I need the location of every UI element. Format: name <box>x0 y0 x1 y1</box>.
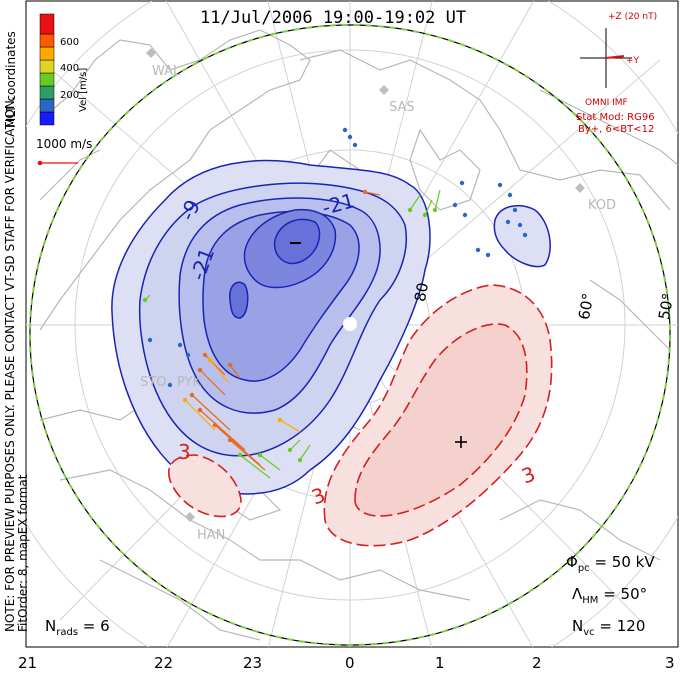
mlt-tick-22: 22 <box>154 654 174 672</box>
preview-note: NOTE: FOR PREVIEW PURPOSES ONLY. PLEASE … <box>3 96 17 632</box>
maximum-marker <box>455 436 467 448</box>
colorbar-seg-6 <box>39 46 55 61</box>
phi-symbol: Φ <box>566 553 578 571</box>
colorbar-seg-3 <box>39 85 55 100</box>
stat-mod-line1: Stat Mod: RG96 <box>576 112 655 123</box>
contour-label-pos3a: 3 <box>178 440 191 464</box>
colorbar-tick-600: 600 <box>60 37 80 48</box>
negative-cell <box>111 159 551 495</box>
site-han: HAN <box>197 528 226 543</box>
n-vc-value: 120 <box>616 617 646 635</box>
mlt-tick-0: 0 <box>345 654 355 672</box>
mlt-tick-23: 23 <box>243 654 263 672</box>
mlt-tick-1: 1 <box>435 654 445 672</box>
lambda-sub: HM <box>582 595 599 606</box>
param-n-rads: Nrads = 6 <box>45 617 110 638</box>
imf-source: OMNI IMF <box>585 98 628 108</box>
phi-pc-value: 50 kV <box>611 553 655 571</box>
site-pyk: PYK <box>177 375 202 390</box>
imf-by-label: +Y <box>626 56 640 66</box>
n-rads-value: 6 <box>100 617 110 635</box>
param-lambda-hm: ΛHM = 50° <box>572 585 648 606</box>
nvc-symbol: N <box>572 617 584 635</box>
positive-cell <box>168 284 553 547</box>
mlt-tick-2: 2 <box>532 654 542 672</box>
pole-marker <box>343 317 357 331</box>
site-kod: KOD <box>588 198 617 213</box>
colorbar-tick-400: 400 <box>60 63 80 74</box>
imf-vector <box>605 55 625 59</box>
hm-boundary-inner <box>29 24 671 646</box>
stat-mod-line2: By+, 6<BT<12 <box>578 124 655 135</box>
colorbar-seg-1 <box>39 111 55 126</box>
site-sas: SAS <box>389 100 415 115</box>
colorbar-seg-8 <box>39 13 55 35</box>
scale-vector <box>37 160 78 166</box>
nvc-sub: vc <box>583 627 595 638</box>
param-n-vc: Nvc = 120 <box>572 617 646 638</box>
colorbar-seg-2 <box>39 98 55 113</box>
velocity-vectors <box>142 127 528 479</box>
site-wal: WAL <box>152 64 181 79</box>
imf-bz-label: +Z (20 nT) <box>608 12 658 22</box>
velocity-colorbar <box>39 13 55 126</box>
page-title: 11/Jul/2006 19:00-19:02 UT <box>200 8 467 28</box>
fit-order-note: FitOrder: 8, mapEX format <box>16 474 30 632</box>
lambda-symbol: Λ <box>572 585 583 603</box>
colorbar-seg-7 <box>39 33 55 48</box>
scale-label: 1000 m/s <box>36 137 93 151</box>
site-sto: STO <box>140 375 167 390</box>
site-markers <box>145 48 585 522</box>
imf-clock <box>580 28 632 88</box>
colorbar-seg-4 <box>39 72 55 87</box>
nrads-symbol: N <box>45 617 57 635</box>
colorbar-seg-5 <box>39 59 55 74</box>
colorbar-tick-200: 200 <box>60 90 80 101</box>
mlt-tick-21: 21 <box>18 654 38 672</box>
nrads-sub: rads <box>56 627 79 638</box>
param-phi-pc: Φpc = 50 kV <box>566 553 655 574</box>
lat-label-80: 80 <box>411 281 433 304</box>
lambda-hm-value: 50° <box>620 585 648 603</box>
mlt-tick-3: 3 <box>665 654 675 672</box>
phi-sub: pc <box>577 563 590 574</box>
colorbar-title: Vel [m/s] <box>78 67 89 112</box>
